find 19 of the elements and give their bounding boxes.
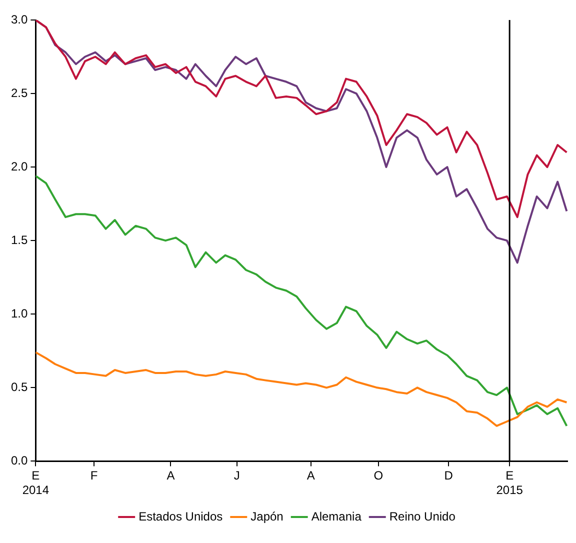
x-tick-label: D: [444, 468, 454, 483]
legend-label: Alemania: [311, 509, 362, 524]
legend-label: Reino Unido: [389, 509, 456, 524]
y-tick-label: 1.0: [10, 306, 28, 320]
y-tick-label: 1.5: [10, 232, 28, 247]
x-tick-label: F: [90, 468, 98, 483]
legend-label: Japón: [250, 509, 284, 524]
y-tick-label: 0.5: [10, 380, 28, 394]
x-tick-label: E 2014: [22, 468, 50, 498]
x-tick-label: O: [374, 468, 384, 483]
y-tick-label: 2.0: [10, 159, 28, 174]
y-tick-label: 2.5: [10, 86, 28, 100]
y-tick-label: 0.0: [10, 454, 28, 468]
x-tick-label: E 2015: [496, 468, 524, 498]
x-tick-label: A: [306, 468, 315, 483]
x-tick-label: J: [234, 468, 240, 483]
legend-label: Estados Unidos: [138, 509, 223, 524]
x-tick-label: A: [166, 468, 175, 483]
y-tick-label: 3.0: [10, 12, 28, 26]
